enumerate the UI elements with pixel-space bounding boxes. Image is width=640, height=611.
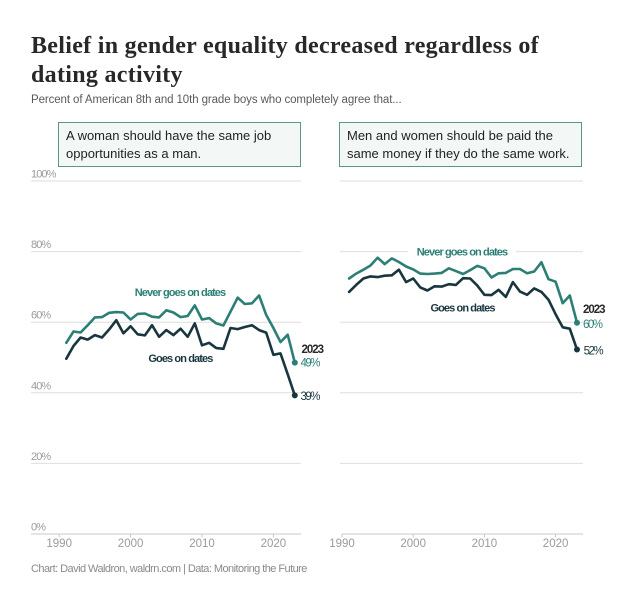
- svg-text:1990: 1990: [329, 538, 355, 550]
- svg-text:40%: 40%: [31, 380, 51, 392]
- svg-text:Never goes on dates: Never goes on dates: [417, 247, 508, 259]
- svg-text:2000: 2000: [118, 538, 144, 550]
- svg-text:49%: 49%: [301, 358, 321, 370]
- svg-text:Never goes on dates: Never goes on dates: [135, 287, 226, 299]
- svg-text:39%: 39%: [301, 391, 321, 403]
- svg-text:80%: 80%: [31, 239, 51, 251]
- svg-text:20%: 20%: [31, 451, 51, 463]
- svg-text:0%: 0%: [31, 522, 46, 534]
- svg-text:60%: 60%: [583, 319, 603, 331]
- svg-text:2000: 2000: [400, 538, 426, 550]
- svg-text:2023: 2023: [583, 304, 605, 316]
- svg-text:2010: 2010: [189, 538, 215, 550]
- svg-text:2020: 2020: [543, 538, 569, 550]
- svg-text:100%: 100%: [31, 169, 57, 181]
- svg-text:2020: 2020: [261, 538, 287, 550]
- svg-text:2010: 2010: [472, 538, 498, 550]
- svg-text:1990: 1990: [46, 538, 72, 550]
- svg-text:Goes on dates: Goes on dates: [148, 353, 213, 365]
- svg-text:Goes on dates: Goes on dates: [430, 303, 495, 315]
- svg-text:60%: 60%: [31, 310, 51, 322]
- svg-text:2023: 2023: [302, 344, 324, 356]
- svg-text:52%: 52%: [584, 345, 604, 357]
